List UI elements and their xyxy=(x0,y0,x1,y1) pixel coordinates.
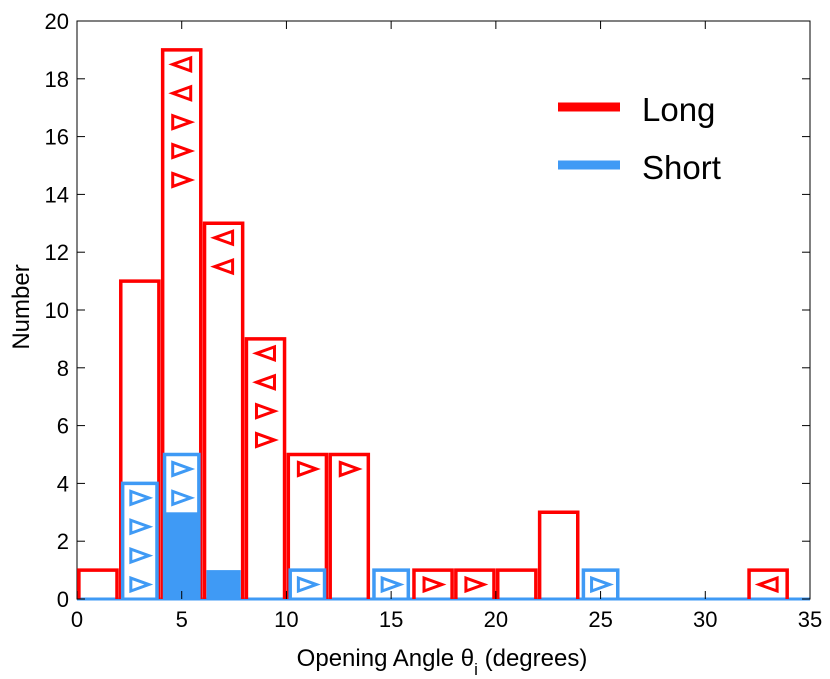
x-tick-label: 20 xyxy=(484,607,508,632)
long-bar xyxy=(286,452,329,599)
y-tick-label: 2 xyxy=(57,529,69,554)
short-lower-limit-marker xyxy=(171,489,196,507)
long-lower-limit-marker xyxy=(296,460,321,478)
short-bar xyxy=(162,452,201,599)
y-tick-label: 10 xyxy=(45,298,69,323)
long-lower-limit-marker xyxy=(338,460,363,478)
limit-markers xyxy=(129,55,779,594)
short-lower-limit-marker xyxy=(171,460,196,478)
short-lower-limit-marker xyxy=(129,518,154,536)
y-axis-title: Number xyxy=(8,264,35,349)
long-upper-limit-marker xyxy=(252,344,276,362)
y-tick-label: 14 xyxy=(45,182,69,207)
long-lower-limit-marker xyxy=(254,431,279,449)
short-bar xyxy=(288,568,327,599)
short-bar xyxy=(372,568,411,599)
long-upper-limit-marker xyxy=(168,84,193,102)
long-lower-limit-marker xyxy=(254,402,279,420)
long-upper-limit-marker xyxy=(210,258,235,276)
long-bar xyxy=(77,568,119,599)
legend-long-label: Long xyxy=(642,91,715,128)
long-bar xyxy=(328,452,371,599)
long-upper-limit-marker xyxy=(168,55,193,73)
y-tick-label: 16 xyxy=(45,125,69,150)
short-bar xyxy=(581,568,620,599)
y-tick-label: 20 xyxy=(45,9,69,34)
x-tick-label: 30 xyxy=(693,607,717,632)
y-tick-label: 8 xyxy=(57,356,69,381)
long-lower-limit-marker xyxy=(422,575,447,594)
long-lower-limit-marker xyxy=(171,113,196,131)
long-bar xyxy=(537,510,580,599)
x-tick-label: 25 xyxy=(588,607,612,632)
y-tick-label: 18 xyxy=(45,67,69,92)
legend-short-label: Short xyxy=(642,149,721,186)
short-lower-limit-marker xyxy=(129,489,154,507)
x-tick-label: 0 xyxy=(71,607,83,632)
long-lower-limit-marker xyxy=(464,575,489,594)
short-lower-limit-marker xyxy=(380,575,405,594)
long-upper-limit-marker xyxy=(210,229,235,247)
x-tick-label: 10 xyxy=(274,607,298,632)
x-tick-label: 5 xyxy=(176,607,188,632)
short-bar xyxy=(120,481,159,599)
short-lower-limit-marker xyxy=(129,547,154,565)
short-lower-limit-marker xyxy=(590,575,614,594)
long-lower-limit-marker xyxy=(171,171,196,189)
short-series xyxy=(120,452,620,599)
long-bar xyxy=(119,279,161,599)
long-bar xyxy=(412,568,454,599)
long-series xyxy=(77,48,810,601)
long-bar xyxy=(495,568,538,599)
short-bar-fill xyxy=(206,570,241,599)
long-upper-limit-marker xyxy=(754,575,779,594)
short-lower-limit-marker xyxy=(296,575,321,594)
y-tick-label: 12 xyxy=(45,240,69,265)
x-axis-title: Opening Angle θi (degrees) xyxy=(297,645,588,679)
long-lower-limit-marker xyxy=(171,142,196,160)
long-bar xyxy=(160,48,203,599)
long-upper-limit-marker xyxy=(252,373,276,391)
short-bar-fill xyxy=(164,512,199,599)
long-bar xyxy=(747,568,789,599)
y-tick-label: 4 xyxy=(57,471,69,496)
axes: 0 5 10 15 20 25 30 35 0 2 4 6 8 10 12 14 16 18 20 xyxy=(45,9,823,632)
short-lower-limit-marker xyxy=(129,575,154,594)
y-tick-label: 0 xyxy=(57,587,69,612)
y-tick-label: 6 xyxy=(57,414,69,439)
long-bar xyxy=(244,337,287,599)
long-bar xyxy=(454,568,496,599)
long-bar xyxy=(202,221,245,599)
legend: Long Short xyxy=(558,91,721,186)
x-tick-label: 15 xyxy=(379,607,403,632)
x-tick-label: 35 xyxy=(798,607,822,632)
